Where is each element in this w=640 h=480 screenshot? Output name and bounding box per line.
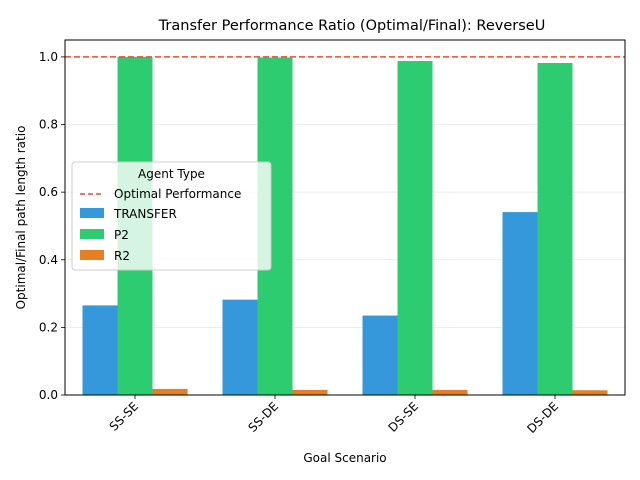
bar-r2-ds-de [572,390,608,395]
bar-transfer-ds-se [362,315,398,395]
bar-r2-ss-se [152,388,188,395]
legend-title: Agent Type [138,167,205,181]
y-tick-label: 0.4 [39,253,58,267]
bar-transfer-ss-de [222,299,258,395]
bar-p2-ds-de [537,62,573,395]
bar-p2-ds-se [397,60,433,395]
legend: Agent Type Optimal Performance TRANSFER P… [71,161,272,271]
y-axis-ticks: 0.0 0.2 0.4 0.6 0.8 1.0 [39,50,65,402]
bar-r2-ss-de [292,389,328,395]
y-tick-label: 0.6 [39,185,58,199]
x-tick-label: SS-SE [107,399,141,433]
x-tick-label: DS-DE [524,399,561,436]
legend-swatch-r2 [80,250,104,260]
legend-label-p2: P2 [114,228,129,242]
chart-title: Transfer Performance Ratio (Optimal/Fina… [158,18,546,34]
y-tick-label: 0.2 [39,320,58,334]
legend-box [71,161,272,271]
legend-swatch-p2 [80,229,104,239]
legend-label-transfer: TRANSFER [113,207,177,221]
bars [82,56,608,396]
bar-transfer-ds-de [502,212,538,395]
x-tick-label: DS-SE [385,399,421,435]
x-tick-label: SS-DE [245,399,281,435]
legend-optimal-label: Optimal Performance [114,187,241,201]
bar-transfer-ss-se [82,305,118,395]
x-axis-ticks: SS-SE SS-DE DS-SE DS-DE [107,395,561,436]
plot-frame [64,39,626,396]
y-tick-label: 1.0 [39,50,58,64]
legend-label-r2: R2 [114,249,130,263]
bar-r2-ds-se [432,389,468,395]
x-axis-label: Goal Scenario [303,451,386,465]
y-tick-label: 0.0 [39,388,58,402]
legend-swatch-transfer [80,208,104,218]
y-tick-label: 0.8 [39,118,58,132]
y-axis-label: Optimal/Final path length ratio [14,126,28,310]
